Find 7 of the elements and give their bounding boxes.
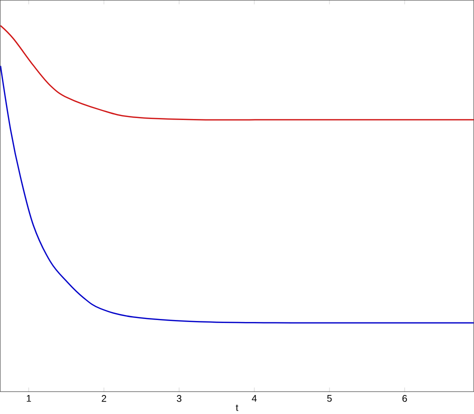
x-tick-label: 5 xyxy=(327,394,332,402)
x-tick-label: 2 xyxy=(102,394,106,402)
x-tick-label: 3 xyxy=(176,394,182,402)
x-tick-label: 6 xyxy=(402,394,407,402)
x-axis-title: t xyxy=(236,404,238,411)
x-tick-label: 4 xyxy=(252,394,257,402)
x-tick-label: 1 xyxy=(26,394,31,402)
